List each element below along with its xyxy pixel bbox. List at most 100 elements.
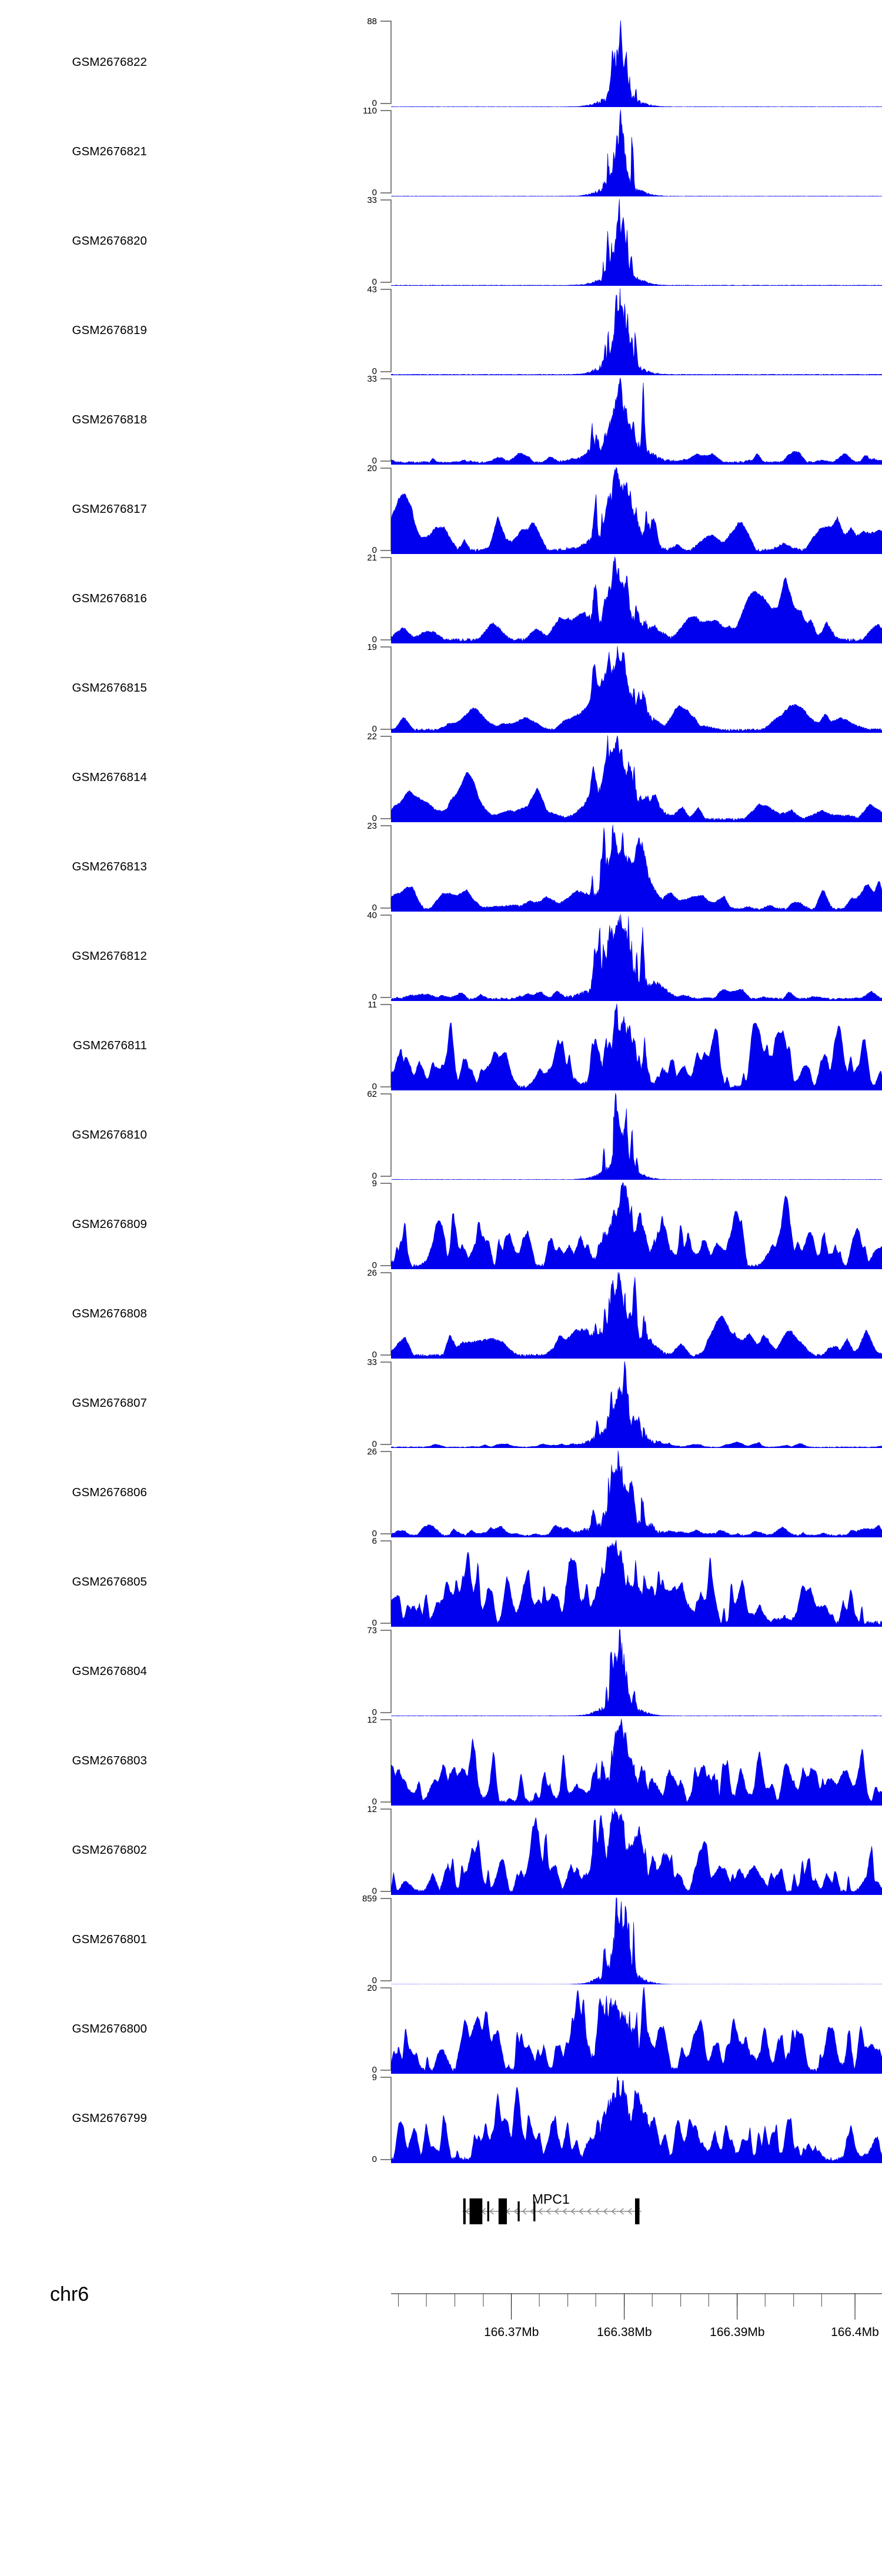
track-label: GSM2676804	[72, 1664, 147, 1678]
y-axis-tick-max	[380, 199, 391, 201]
y-axis-max-value: 62	[367, 1089, 377, 1099]
coverage-plot[interactable]	[391, 554, 882, 643]
coverage-track[interactable]: GSM2676812 40 0	[0, 911, 882, 1002]
genomic-coordinate-axis[interactable]	[391, 2269, 882, 2375]
coverage-track[interactable]: GSM2676811 11 0	[0, 1000, 882, 1091]
y-axis-max-value: 110	[363, 106, 377, 116]
coverage-track[interactable]: GSM2676820 33 0	[0, 196, 882, 286]
track-label: GSM2676821	[72, 145, 147, 158]
y-axis-max-value: 21	[367, 553, 377, 563]
track-y-axis: 88 0	[367, 17, 392, 108]
coverage-track[interactable]: GSM2676815 19 0	[0, 643, 882, 733]
coverage-plot[interactable]	[391, 18, 882, 107]
coverage-plot[interactable]	[391, 1895, 882, 1984]
coverage-track[interactable]: GSM2676822 88 0	[0, 17, 882, 108]
chromosome-label: chr6	[50, 2283, 89, 2305]
coverage-track[interactable]: GSM2676803 12 0	[0, 1716, 882, 1806]
coverage-area-svg	[391, 467, 882, 554]
coverage-track[interactable]: GSM2676807 33 0	[0, 1357, 882, 1449]
coverage-plot[interactable]	[391, 1537, 882, 1627]
coverage-plot[interactable]	[391, 375, 882, 465]
coverage-plot[interactable]	[391, 1269, 882, 1359]
track-label: GSM2676811	[73, 1039, 147, 1052]
coverage-plot[interactable]	[391, 1716, 882, 1806]
y-axis-line	[390, 1362, 392, 1445]
coverage-plot[interactable]	[391, 1627, 882, 1716]
y-axis-min-value: 0	[372, 1439, 377, 1449]
y-axis-min-value: 0	[372, 635, 377, 645]
coverage-plot[interactable]	[391, 733, 882, 822]
gene-model-glyph[interactable]	[391, 2175, 882, 2263]
coverage-track[interactable]: GSM2676821 110 0	[0, 106, 882, 197]
y-axis-tick-max	[380, 1630, 391, 1631]
coverage-track[interactable]: GSM2676801 859 0	[0, 1894, 882, 1985]
y-axis-max-value: 43	[367, 285, 377, 295]
coverage-area-svg	[391, 556, 882, 643]
coverage-track[interactable]: GSM2676809 9 0	[0, 1179, 882, 1270]
y-axis-min-value: 0	[372, 1171, 377, 1181]
coverage-plot[interactable]	[391, 1001, 882, 1090]
coverage-area-svg	[391, 1808, 882, 1895]
coverage-plot[interactable]	[391, 196, 882, 286]
coverage-area-svg	[391, 646, 882, 733]
coverage-track[interactable]: GSM2676806 26 0	[0, 1447, 882, 1538]
coverage-track[interactable]: GSM2676802 12 0	[0, 1805, 882, 1896]
y-axis-max-value: 22	[367, 732, 377, 742]
coverage-track[interactable]: GSM2676814 22 0	[0, 732, 882, 823]
track-y-axis: 23 0	[367, 822, 392, 912]
coverage-area-svg	[391, 735, 882, 822]
y-axis-line	[390, 1272, 392, 1356]
coverage-plot[interactable]	[391, 1090, 882, 1180]
coverage-track[interactable]: GSM2676805 6 0	[0, 1537, 882, 1627]
axis-tick-label: 166.38Mb	[597, 2325, 652, 2339]
coverage-plot[interactable]	[391, 286, 882, 375]
coverage-plot[interactable]	[391, 912, 882, 1001]
coverage-track[interactable]: GSM2676816 21 0	[0, 553, 882, 645]
coverage-plot[interactable]	[391, 822, 882, 912]
coverage-track[interactable]: GSM2676804 73 0	[0, 1626, 882, 1717]
y-axis-max-value: 33	[367, 1357, 377, 1367]
coverage-track[interactable]: GSM2676813 23 0	[0, 822, 882, 912]
track-label: GSM2676806	[72, 1486, 147, 1499]
coverage-track[interactable]: GSM2676817 20 0	[0, 464, 882, 555]
y-axis-max-value: 11	[368, 1000, 377, 1010]
coverage-plot[interactable]	[391, 643, 882, 733]
coverage-plot[interactable]	[391, 2074, 882, 2163]
coverage-track[interactable]: GSM2676818 33 0	[0, 375, 882, 465]
coverage-track[interactable]: GSM2676810 62 0	[0, 1090, 882, 1180]
track-label: GSM2676813	[72, 860, 147, 873]
y-axis-tick-min	[380, 1891, 391, 1892]
y-axis-min-value: 0	[372, 1260, 377, 1270]
coverage-plot[interactable]	[391, 1180, 882, 1269]
track-y-axis: 33 0	[367, 375, 392, 465]
y-axis-line	[390, 1898, 392, 1981]
track-y-axis: 19 0	[367, 643, 392, 733]
track-label: GSM2676819	[72, 323, 147, 337]
track-label: GSM2676801	[72, 1933, 147, 1946]
y-axis-line	[390, 1183, 392, 1266]
y-axis-max-value: 33	[367, 374, 377, 384]
track-y-axis: 110 0	[363, 106, 392, 197]
y-axis-tick-min	[380, 729, 391, 730]
axis-tick-label: 166.4Mb	[831, 2325, 879, 2339]
y-axis-max-value: 9	[372, 2073, 377, 2083]
track-label: GSM2676799	[72, 2111, 147, 2125]
y-axis-min-value: 0	[372, 992, 377, 1002]
track-y-axis: 62 0	[367, 1090, 392, 1180]
coverage-plot[interactable]	[391, 1984, 882, 2074]
coverage-track[interactable]: GSM2676800 20 0	[0, 1984, 882, 2074]
y-axis-max-value: 12	[367, 1715, 377, 1725]
coverage-plot[interactable]	[391, 465, 882, 554]
coverage-plot[interactable]	[391, 1806, 882, 1895]
coverage-plot[interactable]	[391, 107, 882, 196]
coverage-track[interactable]: GSM2676799 9 0	[0, 2073, 882, 2164]
y-axis-line	[390, 1719, 392, 1803]
coverage-track[interactable]: GSM2676819 43 0	[0, 285, 882, 376]
track-label: GSM2676822	[72, 55, 147, 69]
track-label: GSM2676809	[72, 1217, 147, 1231]
coverage-plot[interactable]	[391, 1448, 882, 1537]
coverage-plot[interactable]	[391, 1359, 882, 1448]
gene-annotation-track[interactable]: MPC1	[0, 2175, 882, 2263]
coverage-track[interactable]: GSM2676808 26 0	[0, 1269, 882, 1359]
